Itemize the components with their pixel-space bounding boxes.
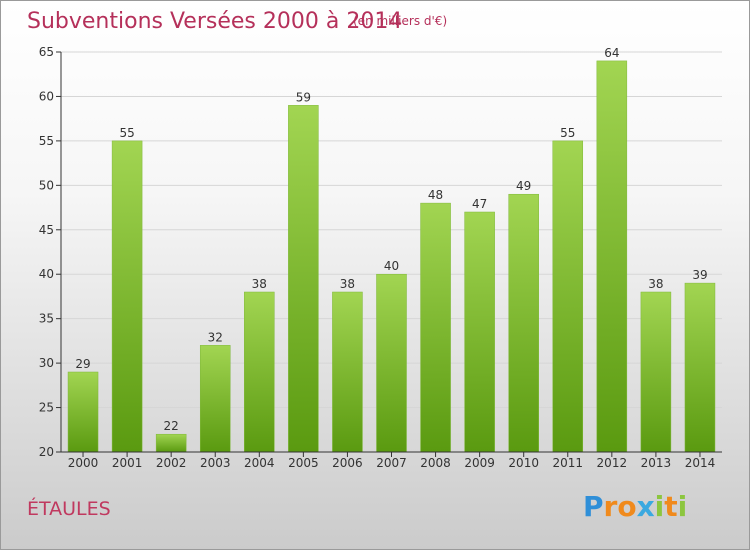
x-tick-label-2000: 2000 <box>68 456 99 470</box>
x-tick-label-2011: 2011 <box>552 456 583 470</box>
y-tick-label: 50 <box>39 178 54 192</box>
bar-2004 <box>244 291 275 453</box>
x-tick-label-2010: 2010 <box>508 456 539 470</box>
data-label-2000: 29 <box>75 357 90 371</box>
bar-2006 <box>332 291 363 453</box>
data-label-2002: 22 <box>164 419 179 433</box>
bar-2002 <box>155 433 187 453</box>
x-tick-label-2001: 2001 <box>112 456 143 470</box>
data-label-2006: 38 <box>340 277 355 291</box>
bar-2008 <box>420 202 451 453</box>
data-label-2014: 39 <box>692 268 707 282</box>
logo-letter: x <box>636 490 655 523</box>
x-tick-label-2003: 2003 <box>200 456 231 470</box>
x-tick-label-2008: 2008 <box>420 456 451 470</box>
bar-2009 <box>464 211 495 453</box>
x-tick-label-2007: 2007 <box>376 456 407 470</box>
logo-letter: i <box>677 490 688 523</box>
bar-2010 <box>508 193 539 453</box>
town-name: ÉTAULES <box>27 498 111 520</box>
y-tick-label: 40 <box>39 267 54 281</box>
y-tick-label: 60 <box>39 89 54 103</box>
bar-2012 <box>596 60 628 453</box>
bar-2000 <box>67 371 99 453</box>
unit-label: (en milliers d'€) <box>353 14 448 28</box>
x-tick-label-2005: 2005 <box>288 456 319 470</box>
x-tick-label-2006: 2006 <box>332 456 363 470</box>
data-label-2013: 38 <box>648 277 663 291</box>
bars <box>67 60 716 453</box>
x-tick-label-2002: 2002 <box>156 456 187 470</box>
y-tick-label: 20 <box>39 445 54 459</box>
x-tick-label-2013: 2013 <box>641 456 672 470</box>
bar-2001 <box>111 140 143 453</box>
x-tick-label-2004: 2004 <box>244 456 275 470</box>
logo-letter: P <box>583 490 604 523</box>
y-tick-label: 30 <box>39 356 54 370</box>
axes: 20 25 30 35 40 45 50 55 60 65 2000 2001 2002 2003 2004… <box>39 45 722 470</box>
data-labels: 29 55 22 32 38 59 38 40 48 47 49 55 64 38 39 <box>75 46 707 433</box>
bar-2007 <box>376 273 407 453</box>
y-tick-label: 35 <box>39 312 54 326</box>
logo-letter: t <box>664 490 678 523</box>
y-tick-label: 55 <box>39 134 54 148</box>
data-label-2004: 38 <box>252 277 267 291</box>
proxiti-logo[interactable]: Proxiti <box>583 490 687 523</box>
data-label-2009: 47 <box>472 197 487 211</box>
data-label-2012: 64 <box>604 46 619 60</box>
x-tick-label-2012: 2012 <box>597 456 628 470</box>
logo-letter: r <box>603 490 618 523</box>
y-tick-label: 25 <box>39 401 54 415</box>
x-tick-label-2009: 2009 <box>464 456 495 470</box>
bar-2011 <box>552 140 584 453</box>
logo-letter: o <box>617 490 637 523</box>
data-label-2010: 49 <box>516 179 531 193</box>
bar-2005 <box>288 105 319 453</box>
y-tick-label: 45 <box>39 223 54 237</box>
data-label-2008: 48 <box>428 188 443 202</box>
y-tick-label: 65 <box>39 45 54 59</box>
data-label-2007: 40 <box>384 259 399 273</box>
data-label-2005: 59 <box>296 90 311 104</box>
data-label-2011: 55 <box>560 126 575 140</box>
bar-2003 <box>199 345 231 453</box>
bar-2013 <box>640 291 672 453</box>
chart-title: Subventions Versées 2000 à 2014 <box>27 9 403 34</box>
x-tick-label-2014: 2014 <box>685 456 716 470</box>
data-label-2001: 55 <box>119 126 134 140</box>
logo-letter: i <box>654 490 665 523</box>
bar-2014 <box>684 282 716 453</box>
data-label-2003: 32 <box>208 330 223 344</box>
